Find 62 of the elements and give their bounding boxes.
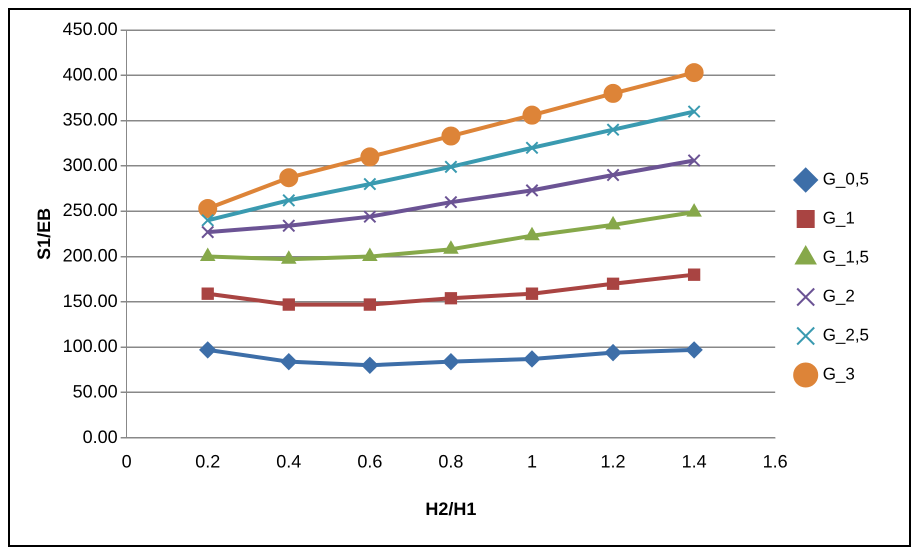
x-tick-label: 0.2 [195, 452, 220, 472]
point [282, 194, 296, 208]
point [441, 126, 460, 146]
y-tick-label: 400.00 [62, 64, 118, 84]
point [687, 104, 701, 118]
legend-label: G_1 [822, 208, 855, 228]
legend-label: G_3 [822, 364, 855, 384]
point [688, 268, 700, 281]
point [684, 63, 704, 82]
y-tick-label: 250.00 [62, 200, 118, 220]
point [444, 196, 458, 209]
point [201, 214, 214, 227]
x-tick-label: 0.6 [357, 452, 382, 472]
point [199, 341, 216, 358]
point [198, 199, 218, 218]
point [201, 225, 214, 239]
point [363, 177, 377, 191]
legend-label: G_0,5 [822, 170, 869, 189]
y-tick-label: 350.00 [62, 110, 118, 130]
y-tick-label: 150.00 [62, 290, 118, 311]
y-tick-label: 100.00 [62, 336, 118, 356]
x-tick-label: 0.8 [438, 452, 464, 472]
x-tick-label: 1 [526, 452, 537, 472]
point [280, 353, 298, 370]
y-axis-title: S1/EB [34, 208, 54, 260]
legend-label: G_1,5 [822, 248, 869, 267]
x-tick-label: 0.4 [276, 452, 302, 472]
point [604, 84, 623, 103]
x-tick-label: 1.6 [762, 452, 788, 472]
point [363, 210, 377, 224]
point [686, 341, 703, 358]
point [442, 353, 460, 370]
point [604, 344, 622, 362]
y-tick-label: 300.00 [62, 154, 118, 175]
x-axis-title: H2/H1 [425, 499, 476, 520]
point [523, 350, 540, 368]
point [282, 298, 295, 311]
point [525, 141, 539, 154]
point [202, 288, 214, 300]
y-tick-label: 50.00 [72, 381, 118, 402]
point [526, 288, 538, 300]
point [282, 219, 296, 232]
point [606, 123, 620, 136]
x-tick-label: 0 [122, 452, 132, 472]
y-tick-label: 450.00 [62, 18, 118, 39]
point [361, 356, 378, 374]
legend-label: G_2,5 [822, 326, 869, 345]
point [687, 154, 701, 168]
legend-label: G_2 [822, 286, 855, 306]
point [444, 292, 458, 304]
x-tick-label: 1.4 [682, 452, 707, 472]
y-tick-label: 0.00 [82, 426, 118, 447]
x-tick-label: 1.2 [600, 452, 626, 472]
point [525, 184, 539, 198]
point [522, 106, 542, 125]
point [364, 298, 376, 311]
point [279, 168, 298, 188]
point [606, 278, 620, 290]
point [606, 168, 620, 182]
point [360, 147, 380, 166]
point [444, 160, 458, 174]
y-tick-label: 200.00 [62, 246, 118, 266]
